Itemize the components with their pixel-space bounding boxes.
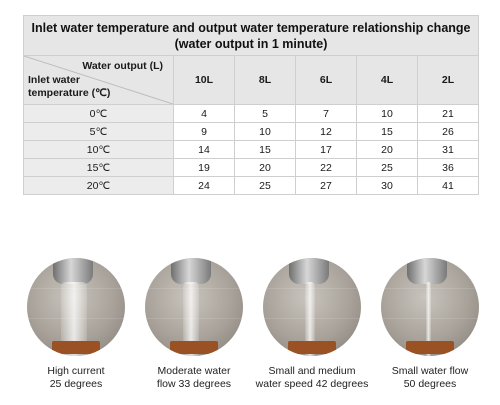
temperature-table: Inlet water temperature and output water… xyxy=(22,15,480,195)
table-cell: 25 xyxy=(234,176,296,195)
faucet-photo-small xyxy=(381,258,479,356)
table-cell: 15 xyxy=(234,140,296,159)
table-cell: 27 xyxy=(295,176,357,195)
table-row: 15℃ 19 20 22 25 36 xyxy=(23,158,480,177)
table-cell: 12 xyxy=(295,122,357,141)
column-header-8l: 8L xyxy=(234,55,296,105)
faucet-photo-small-medium xyxy=(263,258,361,356)
row-label: 0℃ xyxy=(23,104,174,123)
table-row: 10℃ 14 15 17 20 31 xyxy=(23,140,480,159)
table-cell: 17 xyxy=(295,140,357,159)
table-row: 0℃ 4 5 7 10 21 xyxy=(23,104,480,123)
table-cell: 30 xyxy=(356,176,418,195)
caption-line2: 50 degrees xyxy=(403,378,457,390)
table-cell: 26 xyxy=(416,122,480,141)
table-cell: 19 xyxy=(173,158,235,177)
inlet-temperature-header: Inlet water temperature (℃) xyxy=(28,74,128,100)
table-title-line2: (water output in 1 minute) xyxy=(174,37,328,51)
table-row: 5℃ 9 10 12 15 26 xyxy=(23,122,480,141)
table-title: Inlet water temperature and output water… xyxy=(22,15,480,56)
diagonal-divider xyxy=(24,56,173,104)
caption-line2: water speed 42 degrees xyxy=(255,378,369,390)
table-cell: 9 xyxy=(173,122,235,141)
table-cell: 20 xyxy=(356,140,418,159)
water-stream-icon xyxy=(183,282,199,356)
faucet-icon xyxy=(171,258,211,284)
column-header-4l: 4L xyxy=(356,55,418,105)
table-cell: 36 xyxy=(416,158,480,177)
caption-line2: 25 degrees xyxy=(49,378,103,390)
column-header-6l: 6L xyxy=(295,55,357,105)
table-cell: 5 xyxy=(234,104,296,123)
faucet-photo-high xyxy=(27,258,125,356)
inlet-temperature-header-line1: Inlet water xyxy=(28,74,80,86)
row-label: 20℃ xyxy=(23,176,174,195)
row-label: 5℃ xyxy=(23,122,174,141)
faucet-icon xyxy=(407,258,447,284)
table-cell: 31 xyxy=(416,140,480,159)
table-cell: 20 xyxy=(234,158,296,177)
table-cell: 25 xyxy=(356,158,418,177)
flow-caption-moderate: Moderate water flow 33 degrees xyxy=(130,365,258,391)
water-stream-icon xyxy=(426,282,431,356)
flow-caption-high: High current 25 degrees xyxy=(12,365,140,391)
water-stream-icon xyxy=(305,282,315,356)
pedestal-icon xyxy=(52,341,100,354)
temperature-table-container: Inlet water temperature and output water… xyxy=(22,15,480,195)
faucet-icon xyxy=(53,258,93,284)
pedestal-icon xyxy=(288,341,336,354)
pedestal-icon xyxy=(170,341,218,354)
column-header-2l: 2L xyxy=(416,55,480,105)
flow-caption-small-medium: Small and medium water speed 42 degrees xyxy=(248,365,376,391)
row-label: 15℃ xyxy=(23,158,174,177)
table-cell: 24 xyxy=(173,176,235,195)
table-cell: 15 xyxy=(356,122,418,141)
caption-line1: Moderate water xyxy=(157,365,231,377)
table-cell: 10 xyxy=(234,122,296,141)
table-title-line1: Inlet water temperature and output water… xyxy=(31,21,471,35)
faucet-icon xyxy=(289,258,329,284)
table-cell: 14 xyxy=(173,140,235,159)
caption-line1: High current xyxy=(47,365,105,377)
faucet-photo-moderate xyxy=(145,258,243,356)
caption-line1: Small water flow xyxy=(391,365,469,377)
water-output-header: Water output (L) xyxy=(82,60,163,72)
table-cell: 10 xyxy=(356,104,418,123)
table-cell: 4 xyxy=(173,104,235,123)
row-label: 10℃ xyxy=(23,140,174,159)
flow-caption-small: Small water flow 50 degrees xyxy=(366,365,494,391)
caption-line1: Small and medium xyxy=(268,365,356,377)
column-header-10l: 10L xyxy=(173,55,235,105)
inlet-temperature-header-line2: temperature (℃) xyxy=(28,87,111,99)
table-cell: 7 xyxy=(295,104,357,123)
table-cell: 21 xyxy=(416,104,480,123)
corner-header-cell: Water output (L) Inlet water temperature… xyxy=(23,55,174,105)
table-cell: 22 xyxy=(295,158,357,177)
table-row: 20℃ 24 25 27 30 41 xyxy=(23,176,480,195)
table-cell: 41 xyxy=(416,176,480,195)
pedestal-icon xyxy=(406,341,454,354)
caption-line2: flow 33 degrees xyxy=(156,378,232,390)
